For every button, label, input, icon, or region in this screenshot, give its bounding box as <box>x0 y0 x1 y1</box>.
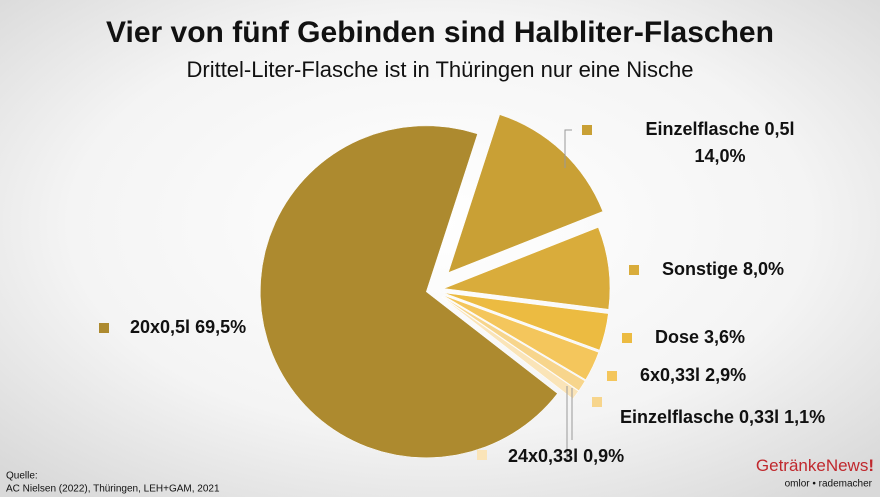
leader-line <box>564 129 572 168</box>
slice-value-label: 2,9% <box>705 365 746 385</box>
slice-label-group: 24x0,33l 0,9% <box>508 446 624 466</box>
slice-value-label: 3,6% <box>704 327 745 347</box>
pie-slice <box>441 296 579 400</box>
slice-label: Sonstige <box>662 259 738 279</box>
chart-title: Vier von fünf Gebinden sind Halbliter-Fl… <box>106 16 774 49</box>
slice-label-group: Einzelflasche 0,33l 1,1% <box>620 407 825 427</box>
slice-label-group: 6x0,33l 2,9% <box>640 365 746 385</box>
slice-label: Einzelflasche 0,33l <box>620 407 779 427</box>
legend-marker <box>99 323 109 333</box>
source-text: AC Nielsen (2022), Thüringen, LEH+GAM, 2… <box>6 484 220 495</box>
labels: Einzelflasche 0,5l 14,0% Sonstige 8,0% Dose 3… <box>99 119 825 466</box>
chart-subtitle: Drittel-Liter-Flasche ist in Thüringen n… <box>186 57 693 82</box>
slice-label: Einzelflasche 0,5l <box>645 119 794 139</box>
slice-label-group: 20x0,5l 69,5% <box>130 317 246 337</box>
slice-value-label: 69,5% <box>195 317 246 337</box>
source-label: Quelle: <box>6 471 38 482</box>
pie-slice <box>442 294 599 380</box>
pie <box>260 114 611 459</box>
pie-slice <box>443 292 609 351</box>
slice-label: Dose <box>655 327 699 347</box>
slice-value-label: 8,0% <box>743 259 784 279</box>
pie-slice <box>441 296 586 391</box>
slice-label-group: Dose 3,6% <box>655 327 745 347</box>
legend-marker <box>582 125 592 135</box>
legend-marker <box>607 371 617 381</box>
slice-label-group: Sonstige 8,0% <box>662 259 784 279</box>
legend-marker <box>629 265 639 275</box>
legend-marker <box>622 333 632 343</box>
legend-marker <box>477 450 487 460</box>
slice-value-label: 1,1% <box>784 407 825 427</box>
slice-value-label: 14,0% <box>694 146 745 166</box>
legend-marker <box>592 397 602 407</box>
slice-value-label: 0,9% <box>583 446 624 466</box>
logo: GetränkeNews! <box>756 456 874 475</box>
slice-label: 6x0,33l <box>640 365 700 385</box>
logo-tagline: omlor • rademacher <box>785 479 873 490</box>
pie-slice <box>443 227 611 310</box>
logo-name: GetränkeNews <box>756 456 868 475</box>
pie-slice <box>448 114 604 273</box>
pie-slice <box>260 125 558 459</box>
slice-label: 24x0,33l <box>508 446 578 466</box>
slice-label: 20x0,5l <box>130 317 190 337</box>
logo-mark: ! <box>868 456 874 475</box>
